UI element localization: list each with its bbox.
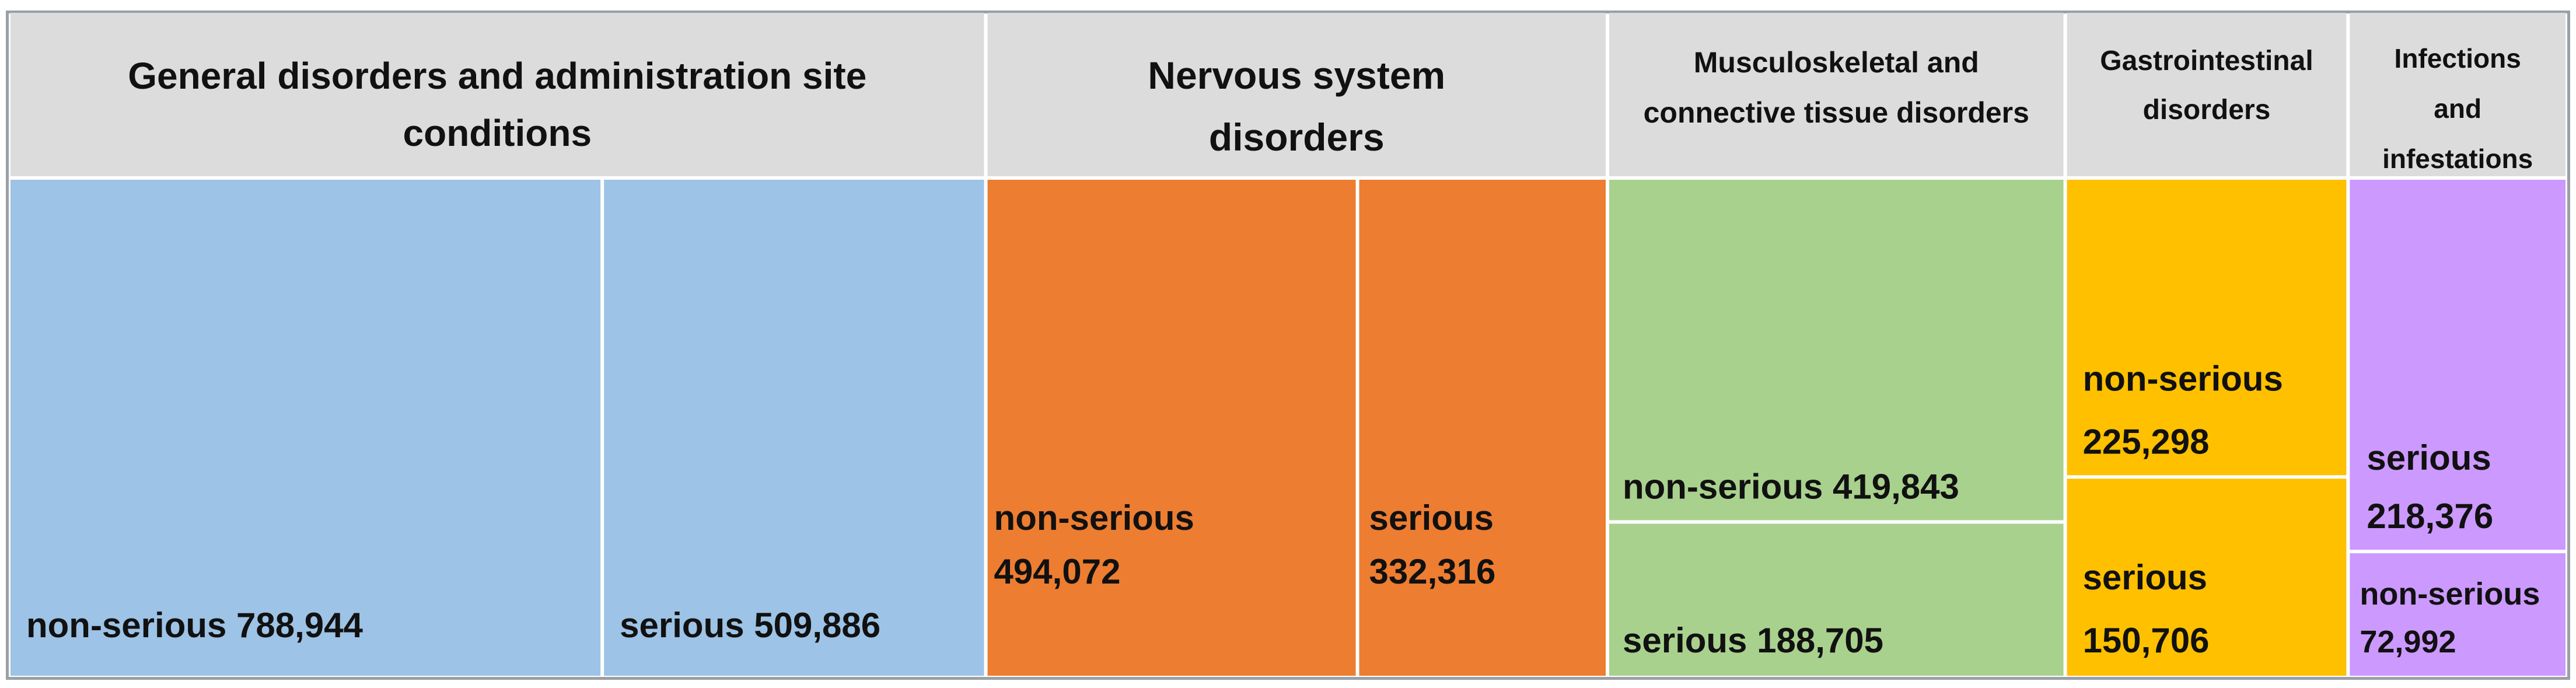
musculoskeletal-and-connective-tissue-disorders-header	[1609, 13, 2064, 176]
general-disorders-and-administration-site-conditions-non-serious-cell	[11, 180, 601, 676]
gastrointestinal-disorders-serious-label-line-2: 150,706	[2083, 621, 2210, 660]
musculoskeletal-and-connective-tissue-disorders-header-label-line-1: Musculoskeletal and	[1694, 46, 1979, 79]
nervous-system-disorders-header-label-line-2: disorders	[1209, 116, 1385, 159]
general-disorders-and-administration-site-conditions-header	[11, 13, 984, 176]
gastrointestinal-disorders-serious-label-line-1: serious	[2083, 558, 2207, 597]
nervous-system-disorders-serious-label-line-2: 332,316	[1369, 552, 1496, 591]
gastrointestinal-disorders-non-serious-cell	[2067, 180, 2347, 476]
gastrointestinal-disorders-non-serious-label-line-2: 225,298	[2083, 422, 2210, 461]
general-disorders-and-administration-site-conditions-non-serious-label-line-1: non-serious 788,944	[26, 606, 363, 645]
gastrointestinal-disorders-header	[2067, 13, 2347, 176]
nervous-system-disorders-serious-cell	[1359, 180, 1606, 676]
general-disorders-and-administration-site-conditions-serious-label-line-1: serious 509,886	[620, 606, 880, 645]
gastrointestinal-disorders-serious-cell	[2067, 479, 2347, 676]
general-disorders-and-administration-site-conditions-serious-cell	[604, 180, 984, 676]
infections-and-infestations-non-serious-cell	[2350, 553, 2565, 676]
chart-frame	[6, 11, 2570, 680]
gastrointestinal-disorders-header-label-line-1: Gastrointestinal	[2100, 46, 2313, 76]
nervous-system-disorders-header	[987, 13, 1606, 176]
infections-and-infestations-serious-label-line-2: 218,376	[2367, 497, 2493, 536]
infections-and-infestations-header-label-line-1: Infections	[2395, 43, 2521, 74]
nervous-system-disorders-non-serious-label-line-2: 494,072	[994, 552, 1121, 591]
musculoskeletal-and-connective-tissue-disorders-non-serious-cell	[1609, 180, 2064, 521]
musculoskeletal-and-connective-tissue-disorders-serious-label-line-1: serious 188,705	[1623, 621, 1883, 660]
nervous-system-disorders-non-serious-label-line-1: non-serious	[994, 498, 1194, 537]
musculoskeletal-and-connective-tissue-disorders-serious-cell	[1609, 523, 2064, 676]
nervous-system-disorders-serious-label-line-1: serious	[1369, 498, 1494, 537]
infections-and-infestations-serious-label-line-1: serious	[2367, 438, 2491, 477]
infections-and-infestations-header-label-line-2: and	[2434, 93, 2481, 124]
gastrointestinal-disorders-non-serious-label-line-1: non-serious	[2083, 359, 2283, 398]
musculoskeletal-and-connective-tissue-disorders-header-label-line-2: connective tissue disorders	[1644, 96, 2029, 129]
infections-and-infestations-header-label-line-3: infestations	[2382, 144, 2533, 174]
nervous-system-disorders-header-label-line-1: Nervous system	[1148, 54, 1445, 97]
infections-and-infestations-serious-cell	[2350, 180, 2565, 550]
gastrointestinal-disorders-header-label-line-2: disorders	[2143, 95, 2271, 125]
infections-and-infestations-non-serious-label-line-1: non-serious	[2360, 577, 2540, 612]
infections-and-infestations-non-serious-label-line-2: 72,992	[2360, 624, 2456, 659]
general-disorders-and-administration-site-conditions-header-label-line-2: conditions	[403, 112, 592, 154]
general-disorders-and-administration-site-conditions-header-label-line-1: General disorders and administration sit…	[128, 55, 866, 97]
musculoskeletal-and-connective-tissue-disorders-non-serious-label-line-1: non-serious 419,843	[1623, 467, 1959, 506]
nervous-system-disorders-non-serious-cell	[987, 180, 1356, 676]
infections-and-infestations-header	[2350, 13, 2565, 176]
